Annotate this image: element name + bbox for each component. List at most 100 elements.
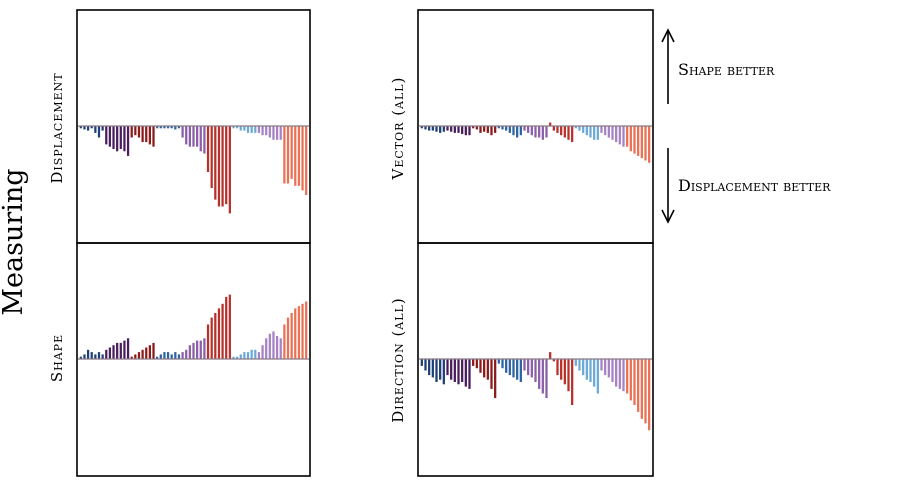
bar: [508, 359, 511, 376]
bar: [119, 126, 122, 149]
bar: [228, 294, 231, 359]
bar: [450, 126, 453, 132]
ylabel-right-top: Vector (all): [389, 77, 407, 181]
bar: [428, 126, 431, 131]
bar: [633, 359, 636, 405]
bar: [633, 126, 636, 154]
bar: [523, 359, 526, 371]
bar: [556, 359, 559, 376]
bar: [217, 126, 221, 207]
bar: [170, 126, 173, 129]
bar: [589, 359, 592, 382]
bar: [472, 359, 475, 366]
bar: [94, 354, 97, 359]
bar: [461, 126, 464, 135]
bar: [585, 359, 588, 380]
bar: [464, 359, 467, 387]
bar: [119, 342, 122, 359]
bar: [206, 324, 210, 359]
bar: [618, 359, 621, 389]
bar: [626, 126, 629, 147]
bar: [615, 359, 618, 387]
bar: [600, 126, 603, 133]
bar: [305, 301, 308, 359]
bar: [424, 359, 427, 371]
bar: [611, 359, 614, 382]
bar: [188, 345, 191, 359]
bar: [108, 126, 112, 147]
bar: [596, 359, 599, 394]
bar: [589, 126, 592, 138]
bar: [116, 342, 119, 359]
bar: [254, 126, 257, 133]
bar: [257, 352, 261, 359]
bar: [239, 126, 242, 131]
bar: [188, 126, 191, 147]
bar: [479, 126, 482, 133]
bar: [261, 126, 264, 136]
bar: [123, 126, 126, 152]
bar: [637, 359, 640, 412]
panel-right-bottom: [419, 352, 652, 431]
bar: [541, 359, 544, 394]
bar: [250, 126, 253, 133]
bar: [105, 126, 108, 145]
bar: [501, 359, 504, 369]
bar: [490, 126, 493, 136]
bar: [420, 126, 423, 129]
bar: [254, 349, 257, 359]
bar: [571, 126, 574, 143]
bar: [541, 126, 544, 140]
bar: [439, 359, 442, 380]
bar: [585, 126, 588, 136]
bar: [225, 296, 228, 359]
bar: [453, 359, 456, 382]
bar: [486, 359, 489, 380]
bar: [453, 126, 456, 133]
bar: [152, 126, 155, 147]
bar: [512, 126, 515, 136]
bar: [199, 126, 202, 152]
bar: [166, 126, 170, 129]
bar: [644, 126, 647, 161]
panel-right-top: [419, 122, 652, 163]
bar: [228, 126, 231, 214]
bar: [578, 126, 581, 131]
bar: [123, 340, 126, 359]
bar: [516, 126, 519, 138]
bar: [145, 126, 148, 143]
bar: [174, 126, 177, 130]
bar: [549, 352, 552, 359]
bar: [486, 126, 489, 133]
bar: [475, 126, 478, 130]
bar: [505, 126, 508, 131]
bar: [97, 126, 101, 138]
bar: [283, 126, 286, 184]
bar: [232, 126, 235, 129]
bar: [196, 126, 199, 147]
bar: [86, 349, 90, 359]
bar: [457, 126, 460, 133]
bar: [644, 359, 647, 424]
bar: [420, 359, 423, 366]
ylabel-left-bottom: Shape: [48, 334, 66, 382]
bar: [424, 126, 427, 130]
bar: [468, 126, 471, 136]
bar: [112, 126, 115, 149]
bar: [578, 359, 581, 371]
bar: [545, 359, 548, 399]
bar: [185, 126, 188, 145]
bar: [94, 126, 97, 133]
bar: [479, 359, 482, 373]
bar: [268, 126, 271, 138]
bar: [79, 356, 82, 359]
bar: [79, 126, 82, 129]
bar: [250, 349, 253, 359]
bar: [600, 359, 603, 371]
bar: [192, 126, 195, 147]
bar: [297, 306, 301, 359]
bar: [243, 352, 246, 359]
bar: [545, 126, 548, 138]
bar: [294, 126, 297, 186]
